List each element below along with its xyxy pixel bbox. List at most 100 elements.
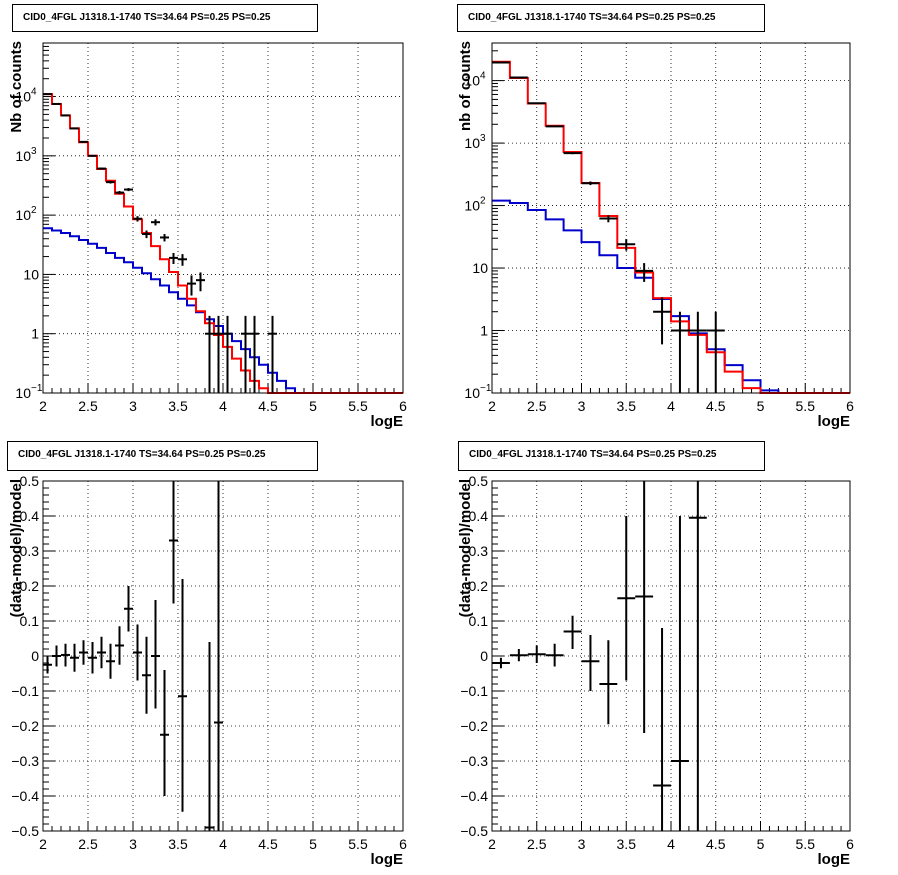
data-point — [187, 275, 196, 296]
y-tick-label: −0.5 — [11, 823, 39, 839]
y-tick-label: 10 — [15, 207, 31, 223]
x-tick-label: 3 — [129, 836, 137, 852]
data-point — [635, 481, 654, 733]
data-points — [43, 481, 223, 831]
data-point — [635, 263, 654, 282]
panel-bottom-right: CID0_4FGL J1318.1-1740 TS=34.64 PS=0.25 … — [449, 437, 898, 875]
x-tick-label: 4 — [219, 398, 227, 414]
panel-title: CID0_4FGL J1318.1-1740 TS=34.64 PS=0.25 … — [7, 441, 318, 471]
y-tick-exponent: 4 — [31, 87, 37, 98]
data-point — [88, 642, 97, 674]
x-tick-label: 3.5 — [168, 836, 188, 852]
x-tick-label: 4 — [219, 836, 227, 852]
data-point — [196, 272, 205, 292]
x-tick-label: 6 — [846, 836, 854, 852]
series-component-model — [43, 227, 403, 394]
data-point — [214, 315, 223, 393]
panel-title: CID0_4FGL J1318.1-1740 TS=34.64 PS=0.25 … — [12, 4, 318, 32]
series-total-model — [492, 60, 850, 394]
x-tick-label: 4 — [667, 836, 675, 852]
x-tick-label: 6 — [846, 398, 854, 414]
y-tick-label: 0.2 — [20, 578, 40, 594]
x-tick-label: 2.5 — [527, 398, 547, 414]
x-tick-label: 6 — [399, 836, 407, 852]
y-axis-label: (data-model)/model — [8, 479, 25, 617]
data-point — [178, 254, 187, 266]
x-tick-label: 2.5 — [78, 398, 98, 414]
y-tick-label: −0.4 — [460, 788, 488, 804]
data-point — [527, 645, 546, 663]
x-tick-label: 5.5 — [348, 398, 368, 414]
y-tick-label: 0.1 — [469, 613, 489, 629]
y-tick-label: 0.1 — [20, 613, 40, 629]
data-point — [52, 645, 61, 667]
data-point — [70, 127, 79, 130]
y-tick-label: −0.3 — [460, 753, 488, 769]
y-axis-label: (data-model)/model — [457, 479, 474, 617]
data-point — [97, 636, 106, 669]
plot-frame — [42, 42, 404, 394]
data-point — [160, 234, 169, 242]
data-point — [133, 624, 142, 681]
y-tick-label: 0 — [480, 648, 488, 664]
data-point — [142, 636, 151, 714]
x-tick-label: 3 — [578, 398, 586, 414]
y-tick-label: 0.3 — [469, 543, 489, 559]
data-point — [268, 315, 277, 393]
data-point — [581, 181, 600, 186]
data-points — [43, 93, 277, 393]
x-tick-label: 6 — [399, 398, 407, 414]
data-point — [70, 643, 79, 672]
data-point — [545, 125, 564, 128]
y-tick-exponent: 2 — [31, 205, 37, 216]
y-tick-label: −0.2 — [460, 718, 488, 734]
y-tick-label: 10 — [464, 198, 480, 214]
y-tick-exponent: −1 — [480, 383, 492, 394]
data-point — [124, 188, 133, 192]
data-point — [653, 628, 671, 831]
x-tick-label: 3 — [578, 836, 586, 852]
y-tick-label: 0.4 — [20, 508, 40, 524]
data-point — [492, 657, 510, 669]
data-point — [115, 626, 124, 665]
data-point — [223, 315, 232, 393]
y-tick-label: 0.2 — [469, 578, 489, 594]
panel-title: CID0_4FGL J1318.1-1740 TS=34.64 PS=0.25 … — [457, 4, 765, 32]
x-tick-label: 5.5 — [348, 836, 368, 852]
data-point — [43, 656, 52, 674]
plot-frame — [491, 42, 851, 394]
data-point — [250, 315, 259, 393]
data-point — [671, 516, 689, 831]
x-tick-label: 2.5 — [527, 836, 547, 852]
panel-title: CID0_4FGL J1318.1-1740 TS=34.64 PS=0.25 … — [458, 441, 765, 471]
x-tick-label: 5.5 — [796, 836, 816, 852]
data-point — [205, 642, 214, 831]
x-tick-label: 4.5 — [258, 836, 278, 852]
y-tick-exponent: −1 — [31, 383, 43, 394]
x-tick-label: 3 — [129, 398, 137, 414]
data-point — [509, 76, 528, 79]
data-point — [706, 311, 725, 393]
data-point — [671, 311, 689, 393]
x-tick-label: 2 — [488, 836, 496, 852]
data-points — [492, 481, 707, 831]
y-tick-label: 0.3 — [20, 543, 40, 559]
data-point — [79, 640, 88, 665]
y-tick-label: 0 — [31, 648, 39, 664]
chart-bottom-right: 2 2.5 3 3.5 4 4.5 5 5.5 6 −0.5 −0.4 −0.3 −0.2 −0.1 0 0.… — [457, 473, 854, 868]
data-point — [599, 215, 618, 223]
y-tick-label: 10 — [15, 89, 31, 105]
y-axis-label: Nb of counts — [8, 41, 25, 133]
x-tick-label: 2 — [39, 836, 47, 852]
y-tick-label: 10 — [464, 385, 480, 401]
data-point — [617, 239, 636, 251]
x-tick-label: 3.5 — [617, 398, 637, 414]
x-tick-label: 3.5 — [168, 398, 188, 414]
data-point — [205, 315, 214, 393]
x-tick-label: 2 — [488, 398, 496, 414]
data-point — [688, 311, 707, 393]
y-tick-exponent: 4 — [480, 71, 486, 82]
data-point — [169, 252, 178, 264]
